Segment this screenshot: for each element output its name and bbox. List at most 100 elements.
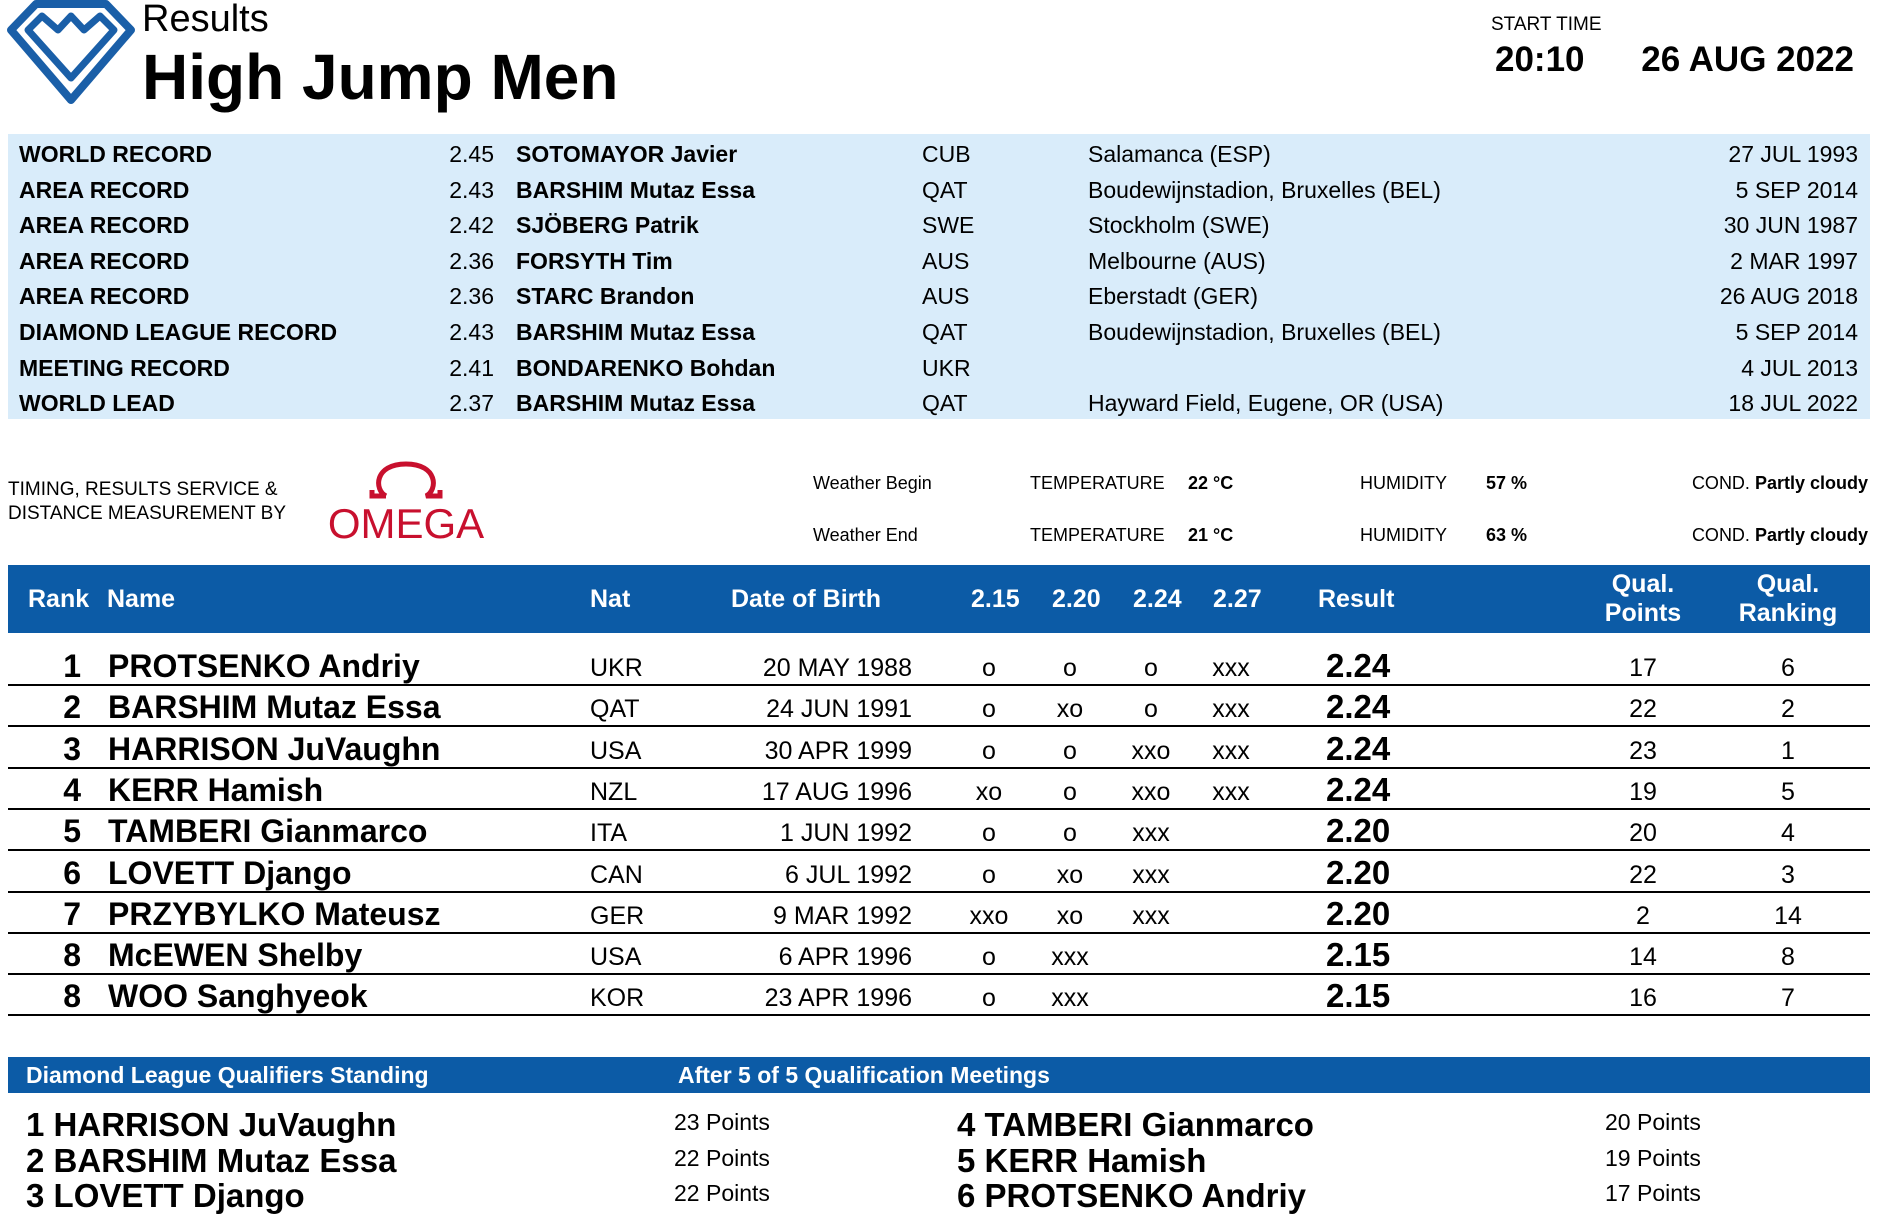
weather-begin-hum-label: HUMIDITY [1360,473,1447,493]
timing-credit: TIMING, RESULTS SERVICE & DISTANCE MEASU… [8,478,286,526]
record-nat: QAT [922,390,968,417]
dob-cell: 24 JUN 1991 [766,695,912,724]
standing-points: 22 Points [674,1180,770,1206]
record-type: AREA RECORD [19,283,190,310]
attempt-cell-4: xxx [1212,777,1250,806]
athlete-name: PRZYBYLKO Mateusz [108,895,441,932]
attempt-cell-1: o [982,860,996,889]
record-venue: Stockholm (SWE) [1088,212,1270,239]
record-nat: AUS [922,247,970,274]
qual-ranking-cell: 7 [1781,984,1795,1013]
athlete-name: TAMBERI Gianmarco [108,813,428,850]
qual-points-cell: 17 [1629,654,1657,682]
qual-ranking-cell: 2 [1781,695,1795,724]
standing-name: LOVETT Django [53,1177,305,1214]
dob-cell: 30 APR 1999 [764,736,912,765]
header-result: Result [1318,585,1395,613]
record-athlete: BONDARENKO Bohdan [516,354,776,381]
standing-position: 2 [26,1141,45,1179]
header-name: Name [107,585,176,613]
timing-credit-line-2: DISTANCE MEASUREMENT BY [8,503,287,524]
weather-end-temp-label: TEMPERATURE [1030,525,1165,545]
record-date: 2 MAR 1997 [1730,247,1858,274]
table-row: 1 PROTSENKO Andriy UKR 20 MAY 1988 o o o xxx 2.2… [8,643,1870,686]
record-mark: 2.43 [449,176,494,203]
weather-end-temp: 21 °C [1188,525,1234,545]
standing-points: 20 Points [1605,1109,1701,1135]
weather-end-cond-label: COND. [1691,525,1750,545]
header-qual-points: Qual. Points [1588,570,1698,628]
qual-ranking-cell: 4 [1781,819,1795,848]
record-type: AREA RECORD [19,212,190,239]
weather-begin-temp-label: TEMPERATURE [1030,473,1165,493]
qual-points-cell: 14 [1629,943,1657,972]
results-table-header: Rank Name Nat Date of Birth 2.15 2.20 2.… [8,565,1870,633]
header-height-4: 2.27 [1213,585,1262,613]
athlete-name: LOVETT Django [108,854,352,891]
rank-cell: 2 [63,689,81,726]
record-type: WORLD RECORD [19,141,212,167]
standing-points: 22 Points [674,1144,770,1171]
qual-ranking-cell: 5 [1781,777,1795,806]
attempt-cell-1: o [982,984,996,1013]
record-date: 26 AUG 2018 [1719,283,1858,310]
standing-position: 3 [26,1177,45,1214]
record-row: AREA RECORD 2.36 FORSYTH Tim AUS Melbourne (… [8,243,1870,279]
attempt-cell-2: o [1063,654,1077,682]
nat-cell: GER [590,901,645,930]
event-date: 26 AUG 2022 [1641,40,1854,79]
record-date: 5 SEP 2014 [1735,319,1858,345]
record-nat: CUB [922,141,971,167]
attempt-cell-2: xo [1056,860,1084,889]
qual-points-cell: 22 [1629,695,1657,724]
record-athlete: BARSHIM Mutaz Essa [516,176,755,203]
table-row: 5 TAMBERI Gianmarco ITA 1 JUN 1992 o o xxx 2.20… [8,808,1870,852]
record-venue: Hayward Field, Eugene, OR (USA) [1088,390,1444,417]
dob-cell: 17 AUG 1996 [761,777,912,806]
nat-cell: NZL [590,777,638,806]
record-athlete: SJÖBERG Patrik [516,212,699,239]
record-mark: 2.42 [449,212,494,239]
qual-points-cell: 20 [1629,819,1657,848]
record-date: 5 SEP 2014 [1735,176,1858,203]
athlete-name: HARRISON JuVaughn [108,730,441,767]
standing-position: 5 [957,1141,976,1179]
weather-begin-label: Weather Begin [813,473,932,493]
nat-cell: USA [590,943,642,972]
nat-cell: USA [590,736,642,765]
attempt-cell-3: xxx [1132,819,1170,848]
attempt-cell-2: xxx [1051,984,1089,1013]
record-type: AREA RECORD [19,176,190,203]
standing-name: HARRISON JuVaughn [53,1106,397,1143]
athlete-name: PROTSENKO Andriy [108,648,420,684]
record-row: AREA RECORD 2.36 STARC Brandon AUS Eberstadt… [8,278,1870,314]
standing-points: 19 Points [1605,1144,1701,1171]
record-athlete: SOTOMAYOR Javier [516,141,738,167]
nat-cell: CAN [590,860,643,889]
attempt-cell-1: o [982,654,996,682]
standing-name: BARSHIM Mutaz Essa [53,1141,397,1179]
table-row: 7 PRZYBYLKO Mateusz GER 9 MAR 1992 xxo xo xxx 2… [8,891,1870,934]
record-venue: Eberstadt (GER) [1088,283,1258,310]
weather-end-hum: 63 % [1486,525,1528,545]
table-row: 8 McEWEN Shelby USA 6 APR 1996 o xxx 2.15 14 8 [8,932,1870,976]
record-venue: Salamanca (ESP) [1088,141,1271,167]
event-title: High Jump Men [142,41,619,113]
record-row: DIAMOND LEAGUE RECORD 2.43 BARSHIM Mutaz E… [8,314,1870,350]
record-mark: 2.43 [449,319,494,345]
table-row: 6 LOVETT Django CAN 6 JUL 1992 o xo xxx 2.20 22 3 [8,850,1870,893]
attempt-cell-1: o [982,736,996,765]
start-time: 20:10 [1495,40,1585,79]
rank-cell: 1 [63,648,81,684]
record-mark: 2.37 [449,390,494,417]
weather-end-hum-label: HUMIDITY [1360,525,1447,545]
standing-position: 1 [26,1106,45,1143]
dob-cell: 23 APR 1996 [764,984,912,1013]
attempt-cell-1: o [982,819,996,848]
standing-name: PROTSENKO Andriy [984,1177,1307,1214]
result-cell: 2.15 [1326,977,1391,1015]
start-time-label: START TIME [1491,14,1602,35]
header-height-2: 2.20 [1052,585,1101,613]
dob-cell: 6 APR 1996 [778,943,912,972]
record-athlete: FORSYTH Tim [516,247,673,274]
